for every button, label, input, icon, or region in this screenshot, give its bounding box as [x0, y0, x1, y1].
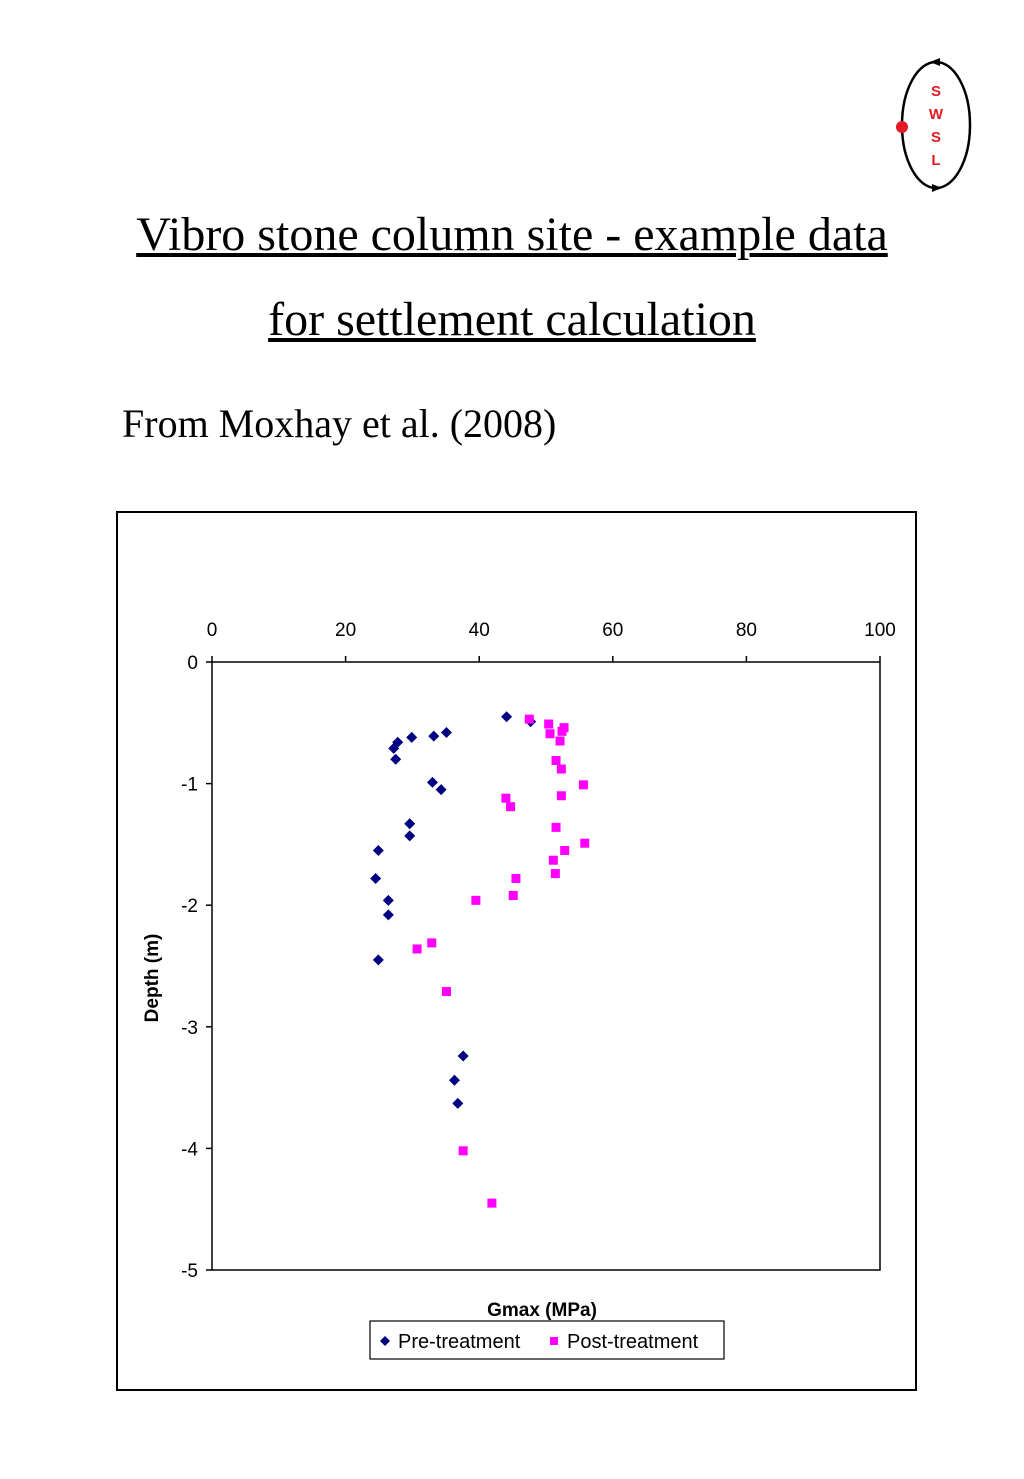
post-treatment-point: [578, 780, 588, 790]
source-citation: From Moxhay et al. (2008): [122, 401, 557, 446]
logo-ring: [900, 60, 972, 190]
x-tick-label: 0: [207, 620, 218, 641]
y-tick-label: -3: [181, 1018, 198, 1039]
post-treatment-point: [548, 855, 558, 865]
post-treatment-point: [458, 1146, 468, 1156]
post-treatment-point: [551, 755, 561, 765]
post-treatment-point: [556, 791, 566, 801]
post-treatment-point: [555, 736, 565, 746]
post-treatment-point: [506, 802, 516, 812]
y-tick-label: -1: [181, 775, 198, 796]
post-treatment-point: [544, 719, 554, 729]
pre-treatment-point: [457, 1050, 469, 1062]
post-treatment-point: [560, 845, 570, 855]
pre-treatment-point: [501, 711, 513, 723]
x-tick-label: 20: [335, 620, 356, 641]
logo-arrow-top-icon: [930, 58, 940, 66]
pre-treatment-point: [452, 1097, 464, 1109]
pre-treatment-point: [388, 742, 400, 754]
post-treatment-point: [412, 944, 422, 954]
post-treatment-point: [557, 726, 567, 736]
y-axis-title: Depth (m): [142, 934, 163, 1023]
pre-treatment-point: [428, 730, 440, 742]
pre-treatment-point: [406, 731, 418, 743]
pre-treatment-point: [440, 727, 452, 739]
pre-treatment-point: [404, 830, 416, 842]
y-tick-label: -5: [181, 1261, 198, 1282]
pre-treatment-point: [404, 818, 416, 830]
pre-treatment-point: [382, 894, 394, 906]
x-tick-label: 80: [736, 620, 757, 641]
pre-treatment-point: [370, 872, 382, 884]
legend-box: [369, 1320, 725, 1360]
logo-arrow-bottom-icon: [932, 184, 942, 192]
logo-dot-icon: [896, 121, 908, 133]
pre-treatment-point: [435, 784, 447, 796]
legend-post-treatment-label: Post-treatment: [567, 1331, 699, 1353]
legend-pre-treatment-label: Pre-treatment: [398, 1331, 521, 1353]
pre-treatment-point: [426, 776, 438, 788]
post-treatment-point: [471, 895, 481, 905]
post-treatment-point: [545, 729, 555, 739]
x-axis-title: Gmax (MPa): [487, 1300, 597, 1321]
y-tick-label: 0: [187, 653, 198, 674]
y-tick-label: -2: [181, 896, 198, 917]
post-treatment-point: [556, 764, 566, 774]
pre-treatment-point: [372, 954, 384, 966]
post-treatment-point: [580, 838, 590, 848]
x-tick-label: 40: [469, 620, 490, 641]
page-title-line1: Vibro stone column site - example data: [136, 208, 888, 261]
logo-letter-1: S: [931, 83, 941, 100]
page-title-line2: for settlement calculation: [268, 293, 756, 346]
post-treatment-point: [487, 1198, 497, 1208]
post-treatment-point: [508, 890, 518, 900]
post-treatment-point: [511, 873, 521, 883]
post-treatment-point: [501, 793, 511, 803]
pre-treatment-point: [382, 909, 394, 921]
logo-letter-3: S: [931, 129, 941, 146]
x-tick-label: 100: [864, 620, 896, 641]
chart-frame: 0 20 40 60 80 100 0 -1 -2 -3 -4 -5 Gmax (MPa) Depth (…: [116, 511, 917, 1391]
post-treatment-point: [550, 869, 560, 879]
pre-treatment-point: [390, 753, 402, 765]
logo-letter-2: W: [929, 106, 944, 123]
pre-treatment-point: [448, 1074, 460, 1086]
x-tick-label: 60: [602, 620, 623, 641]
y-tick-label: -4: [181, 1139, 198, 1160]
pre-treatment-point: [372, 844, 384, 856]
scatter-chart: 0 20 40 60 80 100 0 -1 -2 -3 -4 -5 Gmax (MPa) Depth (…: [142, 620, 896, 1360]
plot-area: [211, 661, 881, 1271]
swsl-logo: S W S L: [896, 58, 972, 192]
post-treatment-point: [441, 987, 451, 997]
legend-post-treatment-marker: [550, 1337, 558, 1345]
post-treatment-point: [427, 938, 437, 948]
post-treatment-point: [524, 714, 534, 724]
logo-letter-4: L: [931, 152, 940, 169]
post-treatment-point: [551, 822, 561, 832]
legend-pre-treatment-marker: [380, 1336, 390, 1346]
